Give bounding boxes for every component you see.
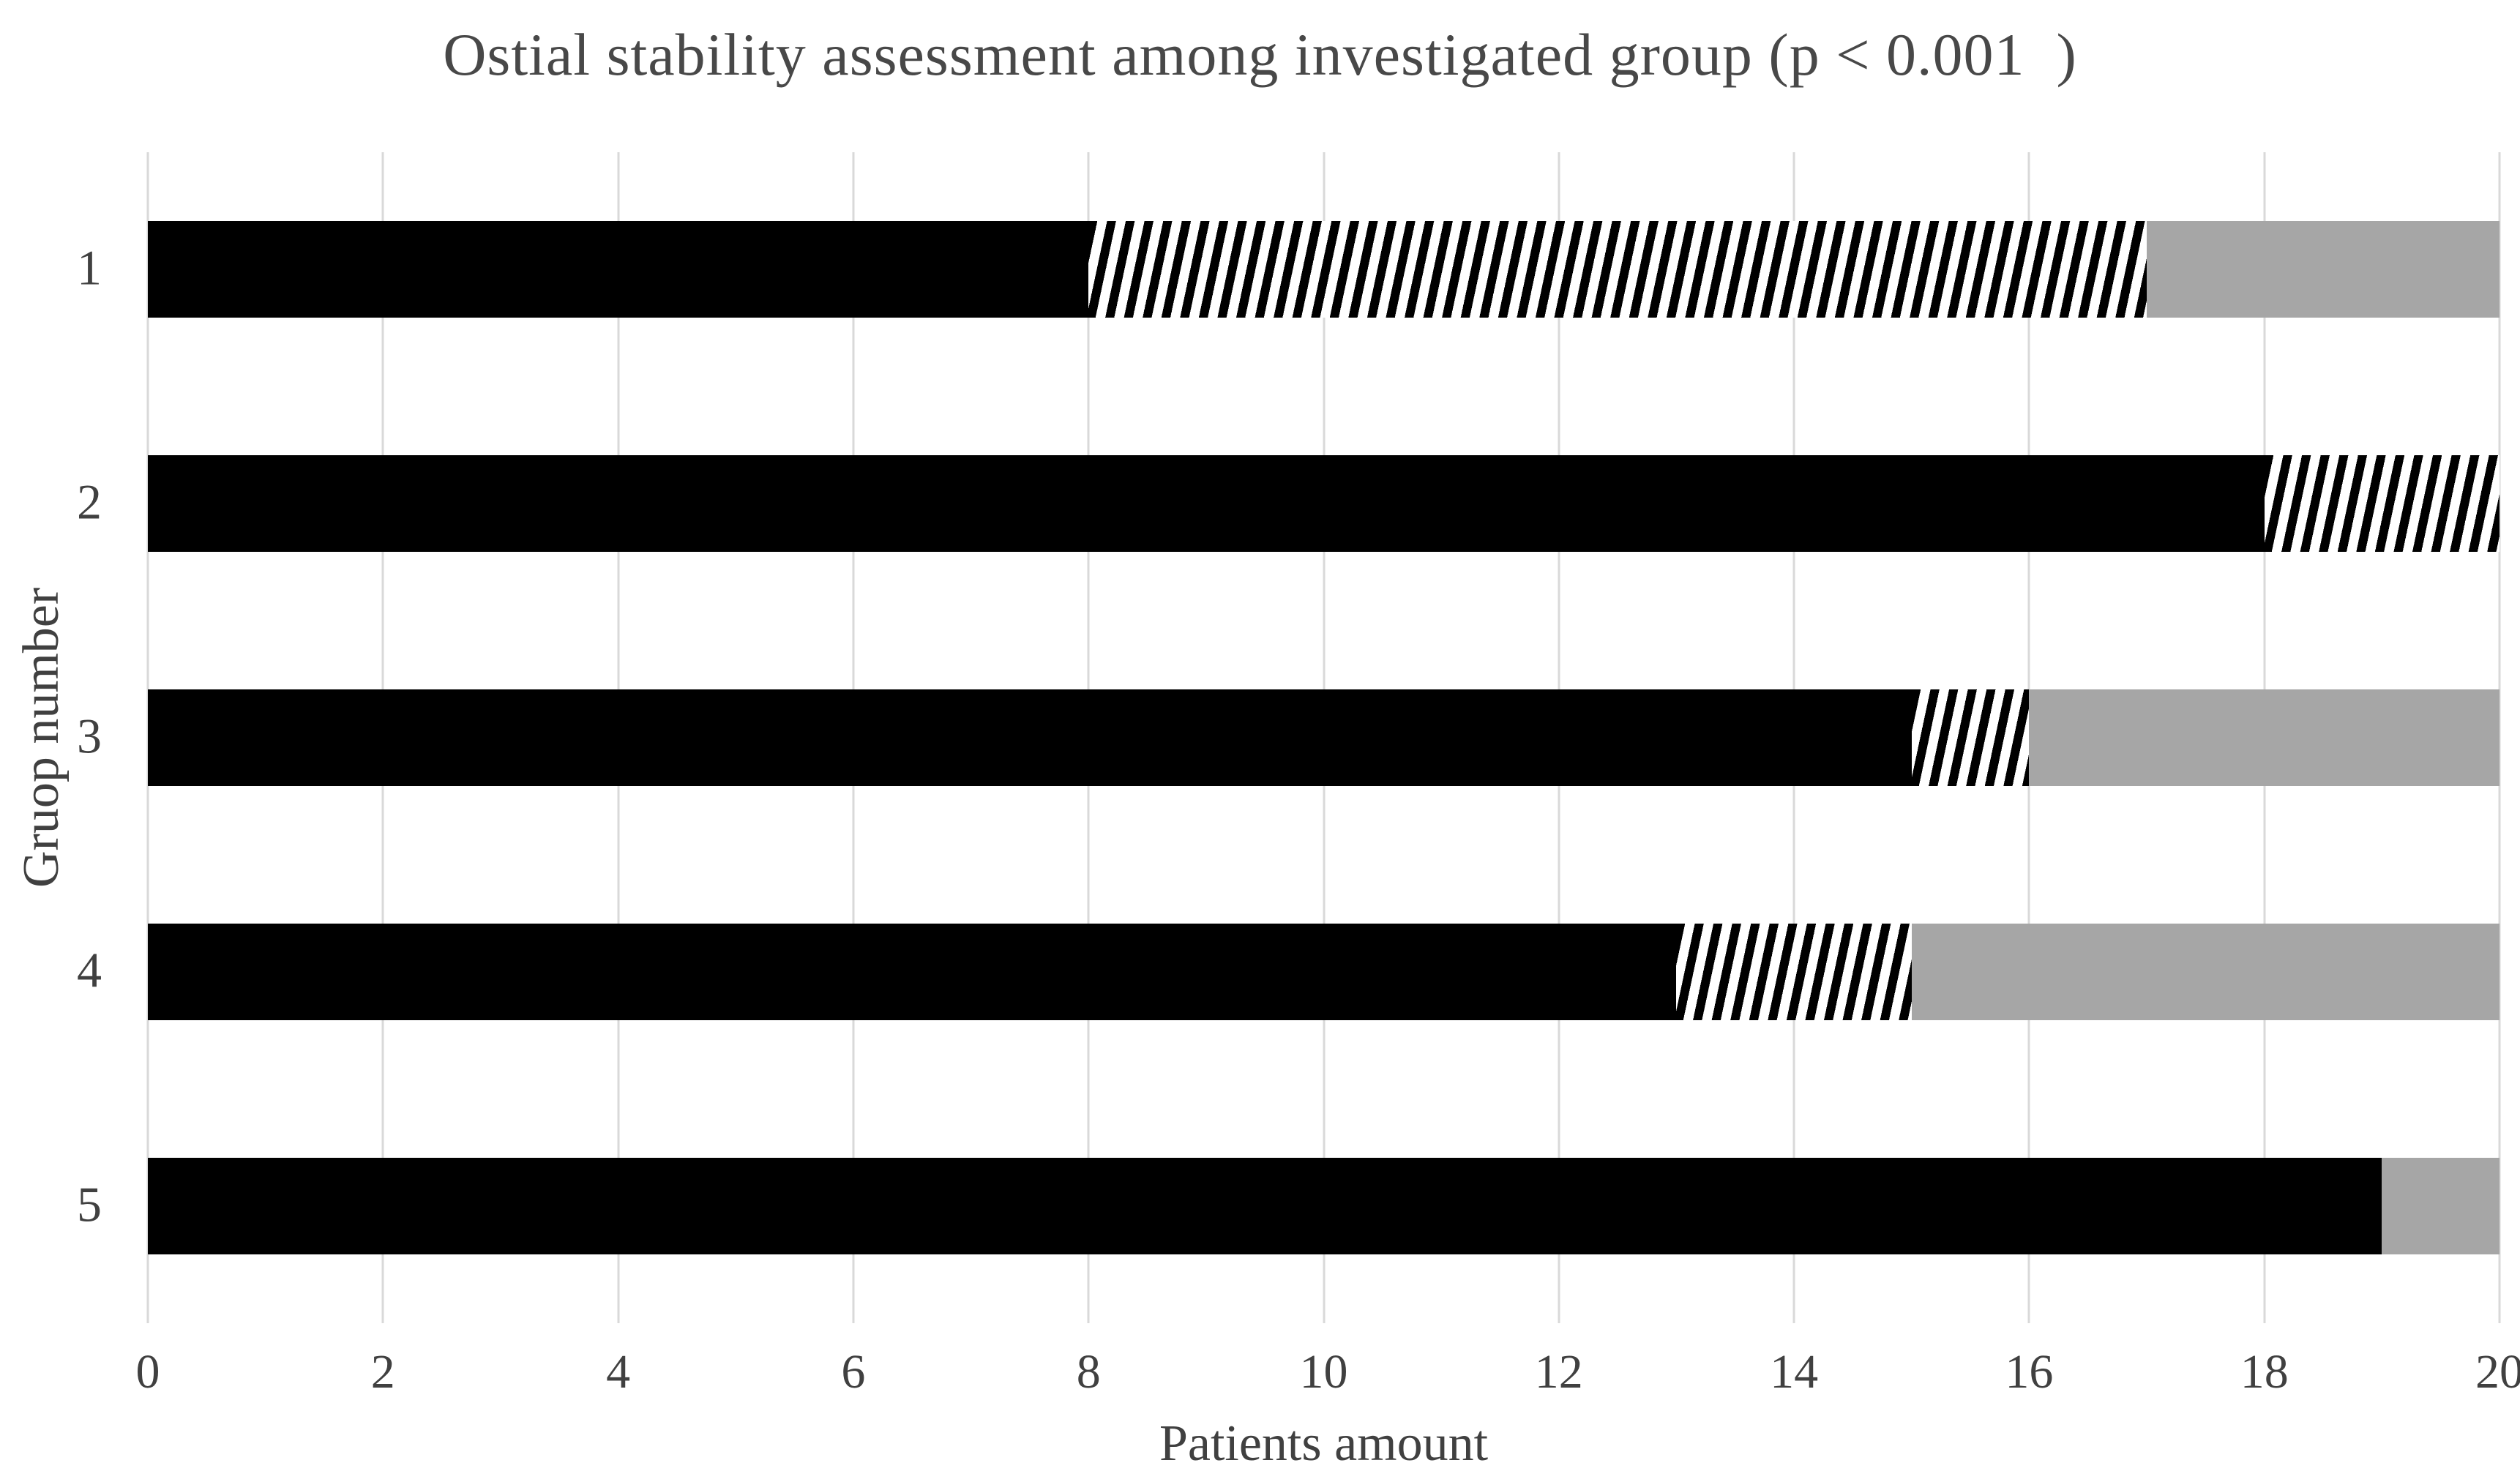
bar-segment-solid-000000 xyxy=(148,221,1089,318)
bar-row-group-1 xyxy=(148,221,2500,318)
x-tick-label-10: 10 xyxy=(1299,1345,1348,1399)
bar-segment-solid-a6a6a6 xyxy=(2382,1158,2500,1254)
bar-row-group-4 xyxy=(148,924,2500,1020)
bar-segment-hatch-000000 xyxy=(1676,924,1912,1020)
bar-segment-solid-000000 xyxy=(148,1158,2382,1254)
x-tick-label-20: 20 xyxy=(2475,1345,2520,1399)
bar-segment-solid-a6a6a6 xyxy=(1911,924,2500,1020)
bar-segment-solid-a6a6a6 xyxy=(2147,221,2500,318)
bar-segment-hatch-000000 xyxy=(1911,689,2030,786)
y-tick-label-1: 1 xyxy=(77,239,102,296)
x-tick-label-0: 0 xyxy=(135,1345,160,1399)
x-tick-label-16: 16 xyxy=(2005,1345,2054,1399)
bar-row-group-2 xyxy=(148,455,2500,552)
bar-segment-solid-a6a6a6 xyxy=(2029,689,2500,786)
y-tick-label-2: 2 xyxy=(77,474,102,530)
plot-area xyxy=(146,152,2501,1323)
x-tick-label-18: 18 xyxy=(2240,1345,2289,1399)
bar-segment-hatch-000000 xyxy=(1088,221,2147,318)
x-tick-label-12: 12 xyxy=(1534,1345,1583,1399)
bar-segment-hatch-000000 xyxy=(2264,455,2500,552)
bar-segment-solid-000000 xyxy=(148,689,1912,786)
y-tick-label-3: 3 xyxy=(77,708,102,764)
bar-segment-solid-000000 xyxy=(148,924,1677,1020)
x-tick-label-6: 6 xyxy=(841,1345,866,1399)
x-tick-label-14: 14 xyxy=(1770,1345,1819,1399)
gridline-x-20 xyxy=(2498,152,2501,1323)
x-tick-label-2: 2 xyxy=(370,1345,395,1399)
bar-row-group-3 xyxy=(148,689,2500,786)
y-tick-label-5: 5 xyxy=(77,1176,102,1232)
x-tick-label-8: 8 xyxy=(1076,1345,1101,1399)
x-tick-label-4: 4 xyxy=(606,1345,631,1399)
y-tick-label-4: 4 xyxy=(77,942,102,998)
bar-segment-solid-000000 xyxy=(148,455,2265,552)
bar-row-group-5 xyxy=(148,1158,2500,1254)
x-axis-title: Patients amount xyxy=(1159,1415,1489,1472)
chart-title: Ostial stability assessment among invest… xyxy=(443,21,2077,88)
